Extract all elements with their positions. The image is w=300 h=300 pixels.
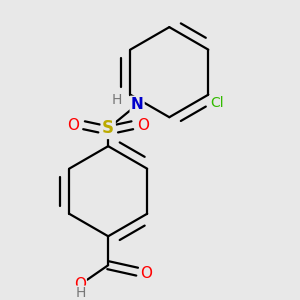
Text: O: O [137, 118, 149, 133]
Text: S: S [102, 119, 114, 137]
Text: O: O [74, 277, 86, 292]
Text: Cl: Cl [210, 96, 224, 110]
Text: H: H [75, 286, 86, 300]
Text: O: O [140, 266, 152, 281]
Text: O: O [67, 118, 79, 133]
Text: H: H [112, 93, 122, 107]
Text: N: N [131, 97, 143, 112]
